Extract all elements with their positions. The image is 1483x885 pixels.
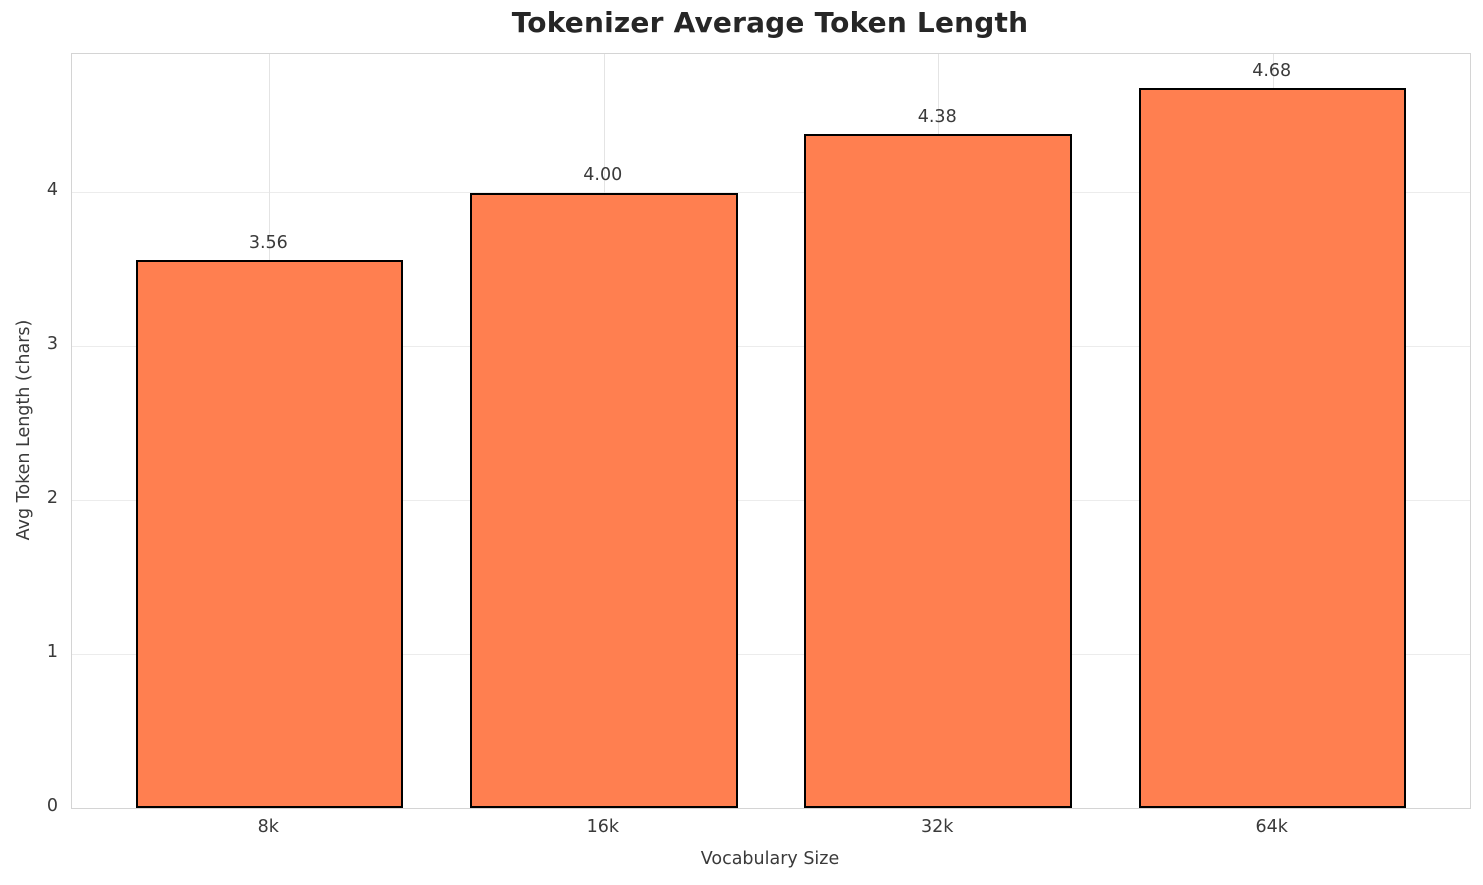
bar-8k [135, 260, 404, 808]
bar-value-label: 4.38 [917, 107, 957, 128]
y-gridline [72, 654, 1470, 656]
bar-16k [469, 192, 738, 808]
plot-area [71, 53, 1471, 809]
bar-value-label: 4.00 [583, 165, 623, 186]
x-tick-label: 16k [586, 817, 619, 837]
x-tick-label: 64k [1255, 817, 1288, 837]
chart-title: Tokenizer Average Token Length [511, 6, 1029, 39]
bar-32k [804, 134, 1072, 808]
x-axis-label: Vocabulary Size [700, 849, 840, 869]
bar-64k [1138, 87, 1407, 808]
bar-value-label: 4.68 [1252, 60, 1292, 81]
x-tick-label: 8k [257, 817, 279, 837]
y-gridline [72, 192, 1470, 194]
bar-value-label: 3.56 [248, 233, 288, 254]
x-tick-label: 32k [921, 817, 954, 837]
y-axis-label: Avg Token Length (chars) [14, 319, 34, 541]
y-gridline [72, 500, 1470, 502]
y-gridline [72, 346, 1470, 348]
